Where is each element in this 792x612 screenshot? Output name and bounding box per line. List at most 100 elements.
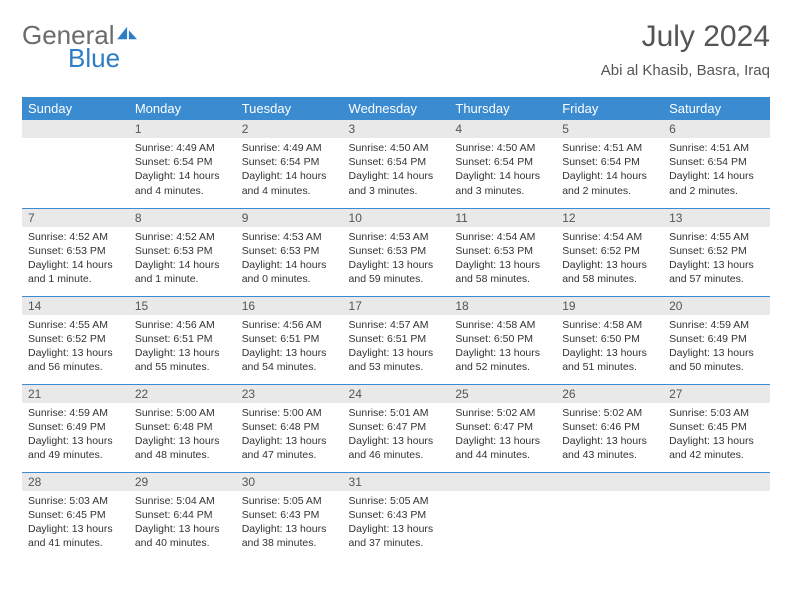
calendar-cell: 14Sunrise: 4:55 AMSunset: 6:52 PMDayligh… [22, 296, 129, 384]
day-details: Sunrise: 4:56 AMSunset: 6:51 PMDaylight:… [236, 315, 343, 379]
day-number: 29 [129, 473, 236, 491]
day-details: Sunrise: 4:57 AMSunset: 6:51 PMDaylight:… [343, 315, 450, 379]
day-number [663, 473, 770, 491]
calendar-cell: 25Sunrise: 5:02 AMSunset: 6:47 PMDayligh… [449, 384, 556, 472]
day-number [22, 120, 129, 138]
day-number: 18 [449, 297, 556, 315]
day-details: Sunrise: 5:03 AMSunset: 6:45 PMDaylight:… [663, 403, 770, 467]
day-number: 28 [22, 473, 129, 491]
day-number: 8 [129, 209, 236, 227]
day-details: Sunrise: 5:03 AMSunset: 6:45 PMDaylight:… [22, 491, 129, 555]
calendar-cell: 15Sunrise: 4:56 AMSunset: 6:51 PMDayligh… [129, 296, 236, 384]
day-details: Sunrise: 4:51 AMSunset: 6:54 PMDaylight:… [556, 138, 663, 202]
day-details: Sunrise: 5:04 AMSunset: 6:44 PMDaylight:… [129, 491, 236, 555]
calendar-cell: 6Sunrise: 4:51 AMSunset: 6:54 PMDaylight… [663, 120, 770, 208]
day-details: Sunrise: 5:02 AMSunset: 6:46 PMDaylight:… [556, 403, 663, 467]
day-details: Sunrise: 4:55 AMSunset: 6:52 PMDaylight:… [663, 227, 770, 291]
calendar-cell: 28Sunrise: 5:03 AMSunset: 6:45 PMDayligh… [22, 472, 129, 560]
calendar-cell: 24Sunrise: 5:01 AMSunset: 6:47 PMDayligh… [343, 384, 450, 472]
calendar-cell: 17Sunrise: 4:57 AMSunset: 6:51 PMDayligh… [343, 296, 450, 384]
calendar-cell: 2Sunrise: 4:49 AMSunset: 6:54 PMDaylight… [236, 120, 343, 208]
calendar-week: 1Sunrise: 4:49 AMSunset: 6:54 PMDaylight… [22, 120, 770, 208]
day-number: 15 [129, 297, 236, 315]
day-details: Sunrise: 5:02 AMSunset: 6:47 PMDaylight:… [449, 403, 556, 467]
calendar-cell [22, 120, 129, 208]
day-number: 23 [236, 385, 343, 403]
calendar-cell: 21Sunrise: 4:59 AMSunset: 6:49 PMDayligh… [22, 384, 129, 472]
calendar-body: 1Sunrise: 4:49 AMSunset: 6:54 PMDaylight… [22, 120, 770, 560]
day-number [556, 473, 663, 491]
day-details: Sunrise: 4:54 AMSunset: 6:53 PMDaylight:… [449, 227, 556, 291]
calendar-cell: 16Sunrise: 4:56 AMSunset: 6:51 PMDayligh… [236, 296, 343, 384]
day-number: 9 [236, 209, 343, 227]
day-number: 2 [236, 120, 343, 138]
day-number: 26 [556, 385, 663, 403]
day-number: 3 [343, 120, 450, 138]
day-details: Sunrise: 4:52 AMSunset: 6:53 PMDaylight:… [129, 227, 236, 291]
day-details: Sunrise: 4:49 AMSunset: 6:54 PMDaylight:… [236, 138, 343, 202]
day-details: Sunrise: 4:50 AMSunset: 6:54 PMDaylight:… [449, 138, 556, 202]
day-details: Sunrise: 5:00 AMSunset: 6:48 PMDaylight:… [129, 403, 236, 467]
day-number: 21 [22, 385, 129, 403]
day-number: 7 [22, 209, 129, 227]
calendar-cell: 27Sunrise: 5:03 AMSunset: 6:45 PMDayligh… [663, 384, 770, 472]
day-number [449, 473, 556, 491]
logo: GeneralBlue [22, 20, 141, 74]
day-number: 22 [129, 385, 236, 403]
calendar-cell: 10Sunrise: 4:53 AMSunset: 6:53 PMDayligh… [343, 208, 450, 296]
header: GeneralBlue July 2024 Abi al Khasib, Bas… [22, 20, 770, 79]
calendar-week: 14Sunrise: 4:55 AMSunset: 6:52 PMDayligh… [22, 296, 770, 384]
calendar-cell: 9Sunrise: 4:53 AMSunset: 6:53 PMDaylight… [236, 208, 343, 296]
day-details: Sunrise: 5:05 AMSunset: 6:43 PMDaylight:… [343, 491, 450, 555]
calendar-cell: 3Sunrise: 4:50 AMSunset: 6:54 PMDaylight… [343, 120, 450, 208]
calendar-cell: 1Sunrise: 4:49 AMSunset: 6:54 PMDaylight… [129, 120, 236, 208]
day-details: Sunrise: 4:59 AMSunset: 6:49 PMDaylight:… [663, 315, 770, 379]
calendar-cell: 12Sunrise: 4:54 AMSunset: 6:52 PMDayligh… [556, 208, 663, 296]
calendar-cell: 11Sunrise: 4:54 AMSunset: 6:53 PMDayligh… [449, 208, 556, 296]
calendar-week: 7Sunrise: 4:52 AMSunset: 6:53 PMDaylight… [22, 208, 770, 296]
day-number: 17 [343, 297, 450, 315]
calendar-cell: 20Sunrise: 4:59 AMSunset: 6:49 PMDayligh… [663, 296, 770, 384]
day-details: Sunrise: 4:59 AMSunset: 6:49 PMDaylight:… [22, 403, 129, 467]
day-details: Sunrise: 5:01 AMSunset: 6:47 PMDaylight:… [343, 403, 450, 467]
calendar-cell: 29Sunrise: 5:04 AMSunset: 6:44 PMDayligh… [129, 472, 236, 560]
day-number: 27 [663, 385, 770, 403]
day-number: 10 [343, 209, 450, 227]
calendar-week: 28Sunrise: 5:03 AMSunset: 6:45 PMDayligh… [22, 472, 770, 560]
day-header: Saturday [663, 97, 770, 120]
day-number: 16 [236, 297, 343, 315]
day-details: Sunrise: 5:00 AMSunset: 6:48 PMDaylight:… [236, 403, 343, 467]
day-number: 24 [343, 385, 450, 403]
calendar-week: 21Sunrise: 4:59 AMSunset: 6:49 PMDayligh… [22, 384, 770, 472]
day-header: Wednesday [343, 97, 450, 120]
day-number: 12 [556, 209, 663, 227]
calendar-cell: 13Sunrise: 4:55 AMSunset: 6:52 PMDayligh… [663, 208, 770, 296]
day-number: 11 [449, 209, 556, 227]
day-header-row: SundayMondayTuesdayWednesdayThursdayFrid… [22, 97, 770, 120]
location: Abi al Khasib, Basra, Iraq [601, 62, 770, 79]
day-number: 1 [129, 120, 236, 138]
day-details: Sunrise: 4:53 AMSunset: 6:53 PMDaylight:… [236, 227, 343, 291]
calendar-cell: 31Sunrise: 5:05 AMSunset: 6:43 PMDayligh… [343, 472, 450, 560]
day-details: Sunrise: 4:55 AMSunset: 6:52 PMDaylight:… [22, 315, 129, 379]
calendar-cell [663, 472, 770, 560]
day-details: Sunrise: 4:58 AMSunset: 6:50 PMDaylight:… [556, 315, 663, 379]
calendar-cell: 4Sunrise: 4:50 AMSunset: 6:54 PMDaylight… [449, 120, 556, 208]
logo-word2: Blue [68, 43, 120, 73]
day-header: Friday [556, 97, 663, 120]
day-details: Sunrise: 4:49 AMSunset: 6:54 PMDaylight:… [129, 138, 236, 202]
calendar-cell: 23Sunrise: 5:00 AMSunset: 6:48 PMDayligh… [236, 384, 343, 472]
day-number: 5 [556, 120, 663, 138]
day-details: Sunrise: 4:51 AMSunset: 6:54 PMDaylight:… [663, 138, 770, 202]
day-number: 6 [663, 120, 770, 138]
title-block: July 2024 Abi al Khasib, Basra, Iraq [601, 20, 770, 79]
day-number: 30 [236, 473, 343, 491]
calendar-table: SundayMondayTuesdayWednesdayThursdayFrid… [22, 97, 770, 560]
day-number: 14 [22, 297, 129, 315]
calendar-cell: 5Sunrise: 4:51 AMSunset: 6:54 PMDaylight… [556, 120, 663, 208]
day-number: 31 [343, 473, 450, 491]
calendar-cell: 30Sunrise: 5:05 AMSunset: 6:43 PMDayligh… [236, 472, 343, 560]
day-number: 13 [663, 209, 770, 227]
calendar-cell: 8Sunrise: 4:52 AMSunset: 6:53 PMDaylight… [129, 208, 236, 296]
calendar-cell [556, 472, 663, 560]
